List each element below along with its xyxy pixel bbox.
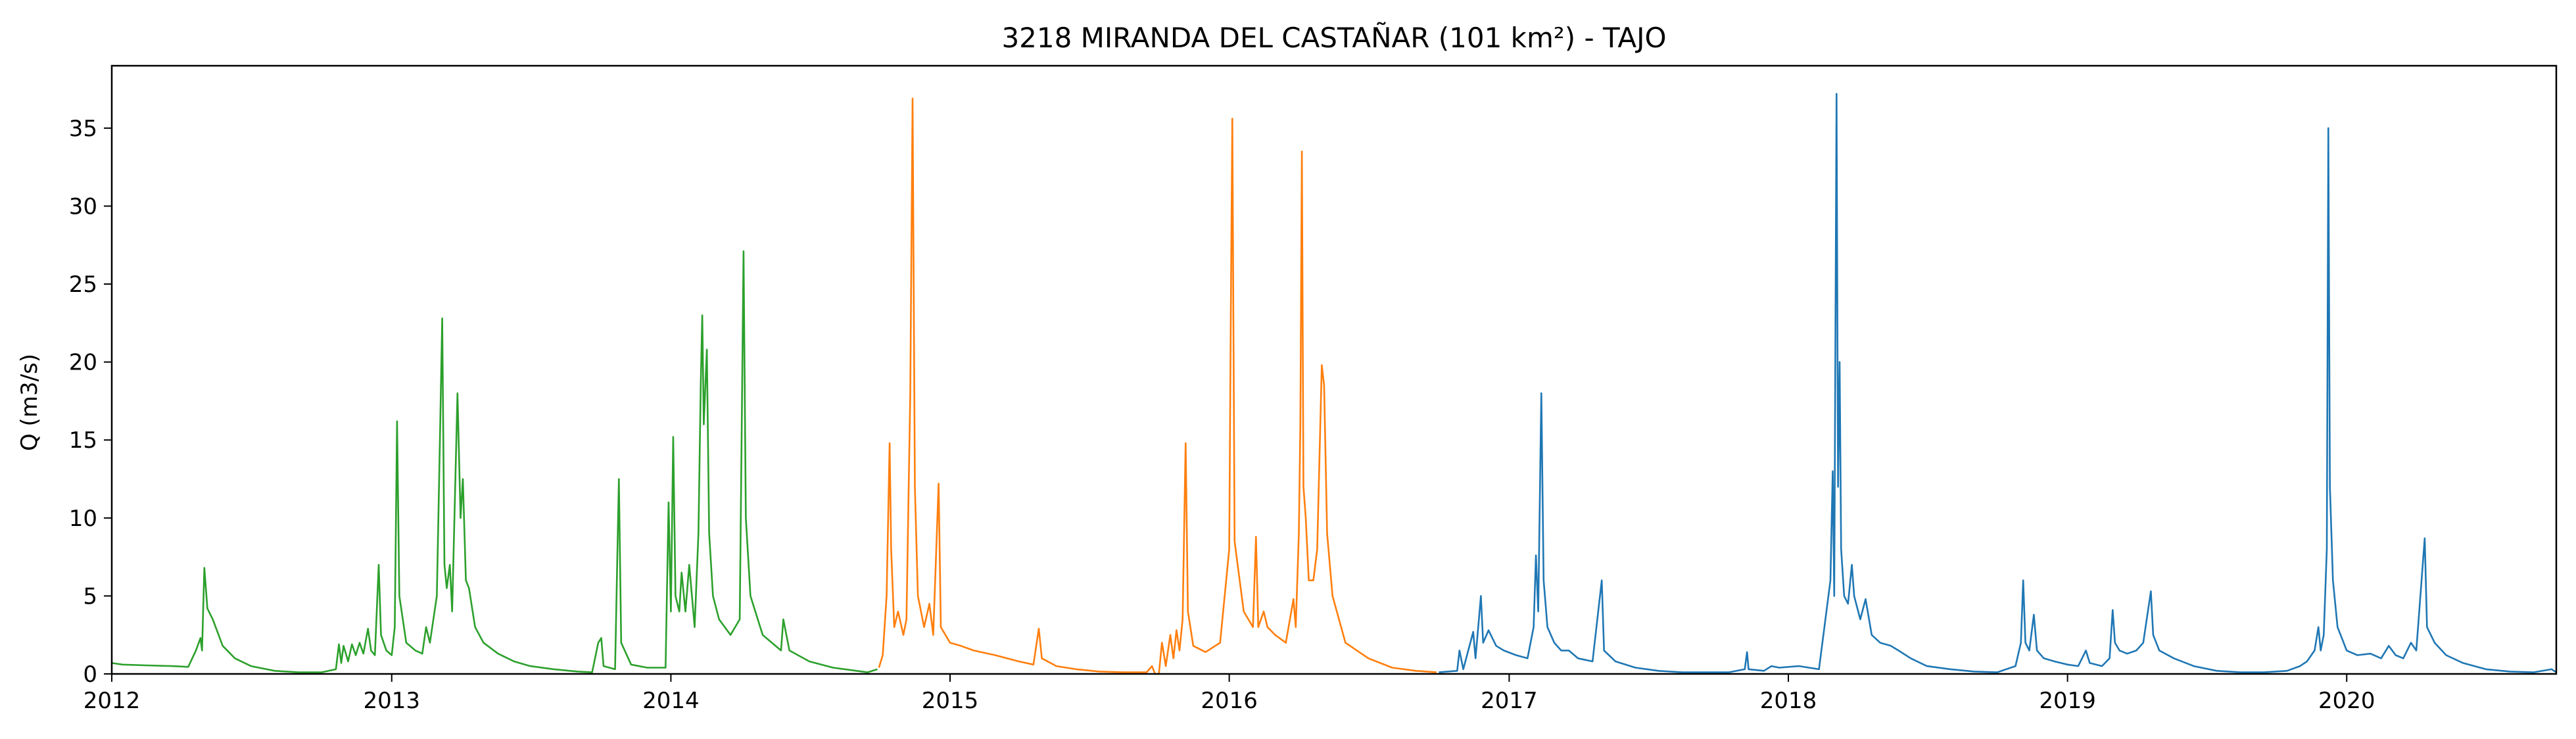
series-layer [111,93,2557,675]
x-tick-label-2018: 2018 [1760,688,1817,714]
x-tick-label-2020: 2020 [2318,688,2375,714]
y-tick-label-0: 0 [83,661,97,688]
y-tick-label-15: 15 [69,427,97,454]
plot-frame [110,64,2558,675]
y-axis-label: Q (m3/s) [16,354,43,451]
y-tick-label-5: 5 [83,583,97,609]
y-tick-label-10: 10 [69,506,97,532]
y-tick-label-35: 35 [69,116,97,142]
x-tick-label-2013: 2013 [364,688,421,714]
x-tick-label-2016: 2016 [1201,688,1258,714]
x-tick-label-2012: 2012 [83,688,141,714]
series-line-3 [1439,93,2557,673]
y-tick-label-25: 25 [69,272,97,298]
axes-layer: 2012 2013 2014 2015 2016 2017 2018 2019 20200510… [69,116,2375,714]
series-line-2 [878,97,1437,675]
series-line-1 [111,250,878,673]
x-tick-label-2015: 2015 [922,688,979,714]
x-tick-label-2019: 2019 [2039,688,2096,714]
chart-title: 3218 MIRANDA DEL CASTAÑAR (101 km²) - TA… [1001,21,1666,54]
x-tick-label-2014: 2014 [642,688,700,714]
y-tick-label-20: 20 [69,350,97,376]
x-tick-label-2017: 2017 [1481,688,1538,714]
y-tick-label-30: 30 [69,193,97,220]
